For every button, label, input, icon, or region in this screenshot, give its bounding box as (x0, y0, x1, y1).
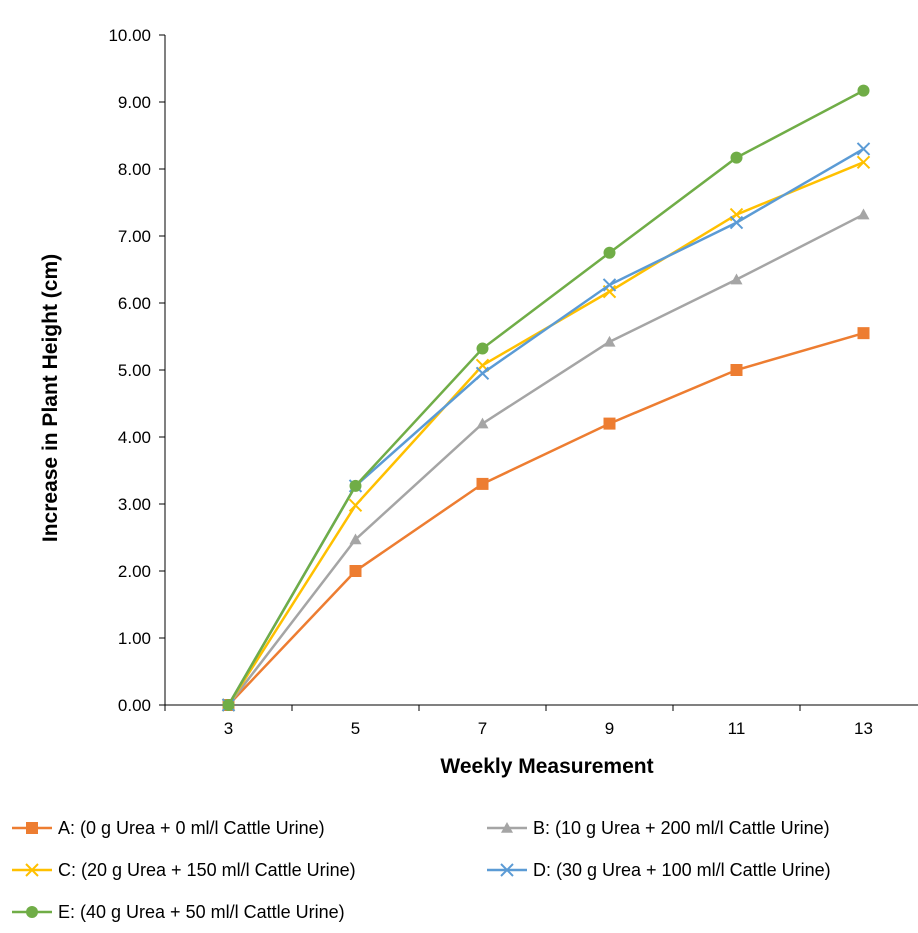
data-point-square (476, 477, 489, 490)
legend-item: D: (30 g Urea + 100 ml/l Cattle Urine) (487, 860, 831, 880)
data-point-circle (730, 151, 743, 164)
data-point-square (857, 327, 870, 340)
series-line (227, 161, 864, 706)
y-tick-label: 4.00 (118, 428, 151, 447)
legend-label: B: (10 g Urea + 200 ml/l Cattle Urine) (533, 818, 830, 838)
data-point-x (856, 155, 871, 170)
legend-item: A: (0 g Urea + 0 ml/l Cattle Urine) (12, 818, 325, 838)
legend-item: C: (20 g Urea + 150 ml/l Cattle Urine) (12, 860, 356, 880)
y-tick-label: 6.00 (118, 294, 151, 313)
legend-label: C: (20 g Urea + 150 ml/l Cattle Urine) (58, 860, 356, 880)
y-tick-label: 0.00 (118, 696, 151, 715)
data-point-square (730, 364, 743, 376)
x-tick-label: 13 (854, 719, 873, 738)
legend: A: (0 g Urea + 0 ml/l Cattle Urine) B: (1… (12, 818, 831, 922)
series-d (221, 142, 871, 712)
y-tick-label: 5.00 (118, 361, 151, 380)
axes (164, 35, 918, 706)
x-tick-label: 3 (224, 719, 233, 738)
data-point-x (856, 142, 871, 156)
data-point-triangle (501, 822, 513, 833)
y-tick-label: 10.00 (108, 26, 151, 45)
legend-item: E: (40 g Urea + 50 ml/l Cattle Urine) (12, 902, 345, 922)
y-tick-label: 3.00 (118, 495, 151, 514)
series-line (227, 89, 865, 706)
series-line (227, 147, 865, 706)
data-point-x (729, 215, 744, 230)
y-axis-ticks: 0.00 1.00 2.00 3.00 4.00 5.00 6.00 7.00 8.00 9.00… (108, 26, 165, 715)
y-axis-title: Increase in Plant Height (cm) (39, 254, 62, 542)
series-line (227, 213, 865, 706)
y-tick-label: 9.00 (118, 93, 151, 112)
data-point-circle (857, 84, 870, 97)
data-point-x (348, 498, 363, 513)
y-tick-label: 8.00 (118, 160, 151, 179)
data-point-circle (476, 342, 489, 355)
data-point-triangle (857, 208, 870, 220)
series-a (222, 327, 870, 711)
x-tick-label: 11 (728, 719, 746, 738)
series-layer (221, 84, 871, 712)
x-axis-title: Weekly Measurement (440, 755, 653, 778)
data-point-square (349, 565, 362, 577)
data-point-x (602, 278, 617, 292)
data-point-x (475, 366, 490, 381)
data-point-x (25, 863, 39, 877)
data-point-circle (603, 246, 616, 259)
data-point-circle (26, 906, 38, 918)
x-tick-label: 7 (478, 719, 487, 738)
y-tick-label: 7.00 (118, 227, 151, 246)
x-tick-label: 5 (351, 719, 360, 738)
data-point-triangle (476, 417, 489, 429)
series-e (222, 84, 870, 711)
data-point-triangle (603, 335, 616, 347)
series-c (221, 155, 871, 712)
legend-item: B: (10 g Urea + 200 ml/l Cattle Urine) (487, 818, 830, 838)
data-point-triangle (349, 533, 362, 545)
legend-label: E: (40 g Urea + 50 ml/l Cattle Urine) (58, 902, 345, 922)
series-line (227, 331, 864, 706)
legend-label: D: (30 g Urea + 100 ml/l Cattle Urine) (533, 860, 831, 880)
y-tick-label: 2.00 (118, 562, 151, 581)
data-point-x (500, 863, 514, 877)
x-axis-ticks: 3 5 7 9 11 13 (164, 705, 873, 738)
y-tick-label: 1.00 (118, 629, 151, 648)
data-point-triangle (730, 273, 743, 285)
series-b (222, 208, 870, 710)
data-point-square (603, 417, 616, 430)
legend-label: A: (0 g Urea + 0 ml/l Cattle Urine) (58, 818, 325, 838)
data-point-circle (349, 479, 362, 492)
data-point-square (26, 822, 38, 834)
x-tick-label: 9 (605, 719, 614, 738)
data-point-circle (222, 699, 235, 711)
